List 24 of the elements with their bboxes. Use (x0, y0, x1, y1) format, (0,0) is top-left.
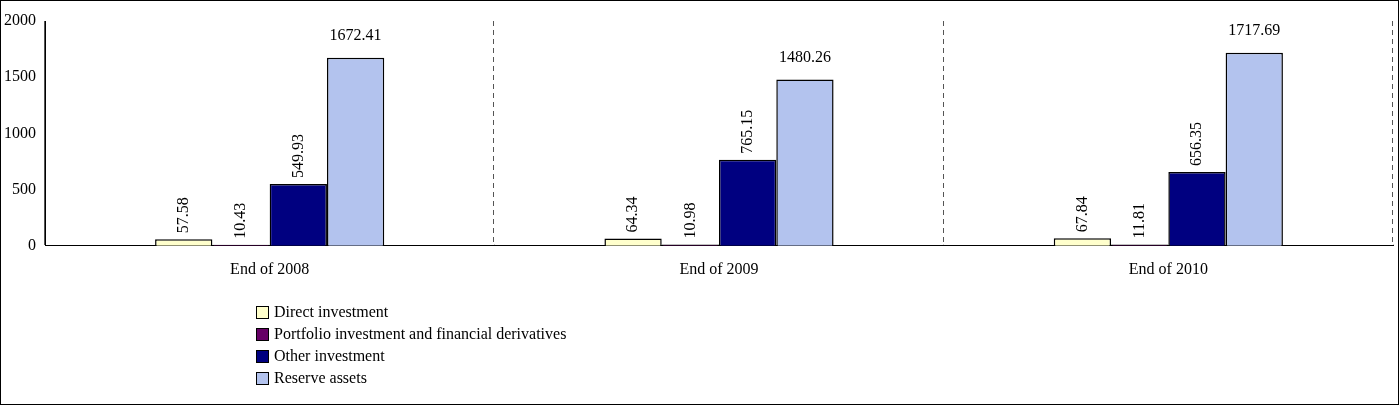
y-tick-label: 0 (28, 236, 36, 253)
y-tick-label: 1500 (4, 67, 36, 85)
data-label: 10.43 (231, 202, 249, 239)
data-label: 11.81 (1129, 203, 1147, 239)
data-label: 1717.69 (1228, 20, 1281, 38)
y-tick-label: 2000 (4, 11, 36, 29)
data-label: 1480.26 (778, 47, 831, 65)
y-tick-label: 1000 (4, 123, 36, 141)
legend-label: Direct investment (274, 302, 389, 322)
data-label: 64.34 (623, 196, 641, 233)
data-label: 1672.41 (329, 26, 382, 44)
data-label: 765.15 (737, 109, 755, 154)
data-label: 57.58 (173, 197, 191, 234)
x-tick-label: End of 2009 (679, 259, 759, 277)
data-label: 549.93 (288, 133, 306, 178)
data-label: 10.98 (680, 202, 698, 239)
data-label: 67.84 (1072, 196, 1090, 233)
x-tick-label: End of 2008 (230, 259, 310, 277)
x-tick-label: End of 2010 (1128, 259, 1208, 277)
legend-label: Portfolio investment and financial derivatives (274, 324, 567, 344)
legend-label: Other investment (274, 346, 385, 366)
data-label: 656.35 (1187, 122, 1205, 167)
legend-label: Reserve assets (274, 368, 367, 388)
y-tick-label: 500 (12, 179, 36, 197)
